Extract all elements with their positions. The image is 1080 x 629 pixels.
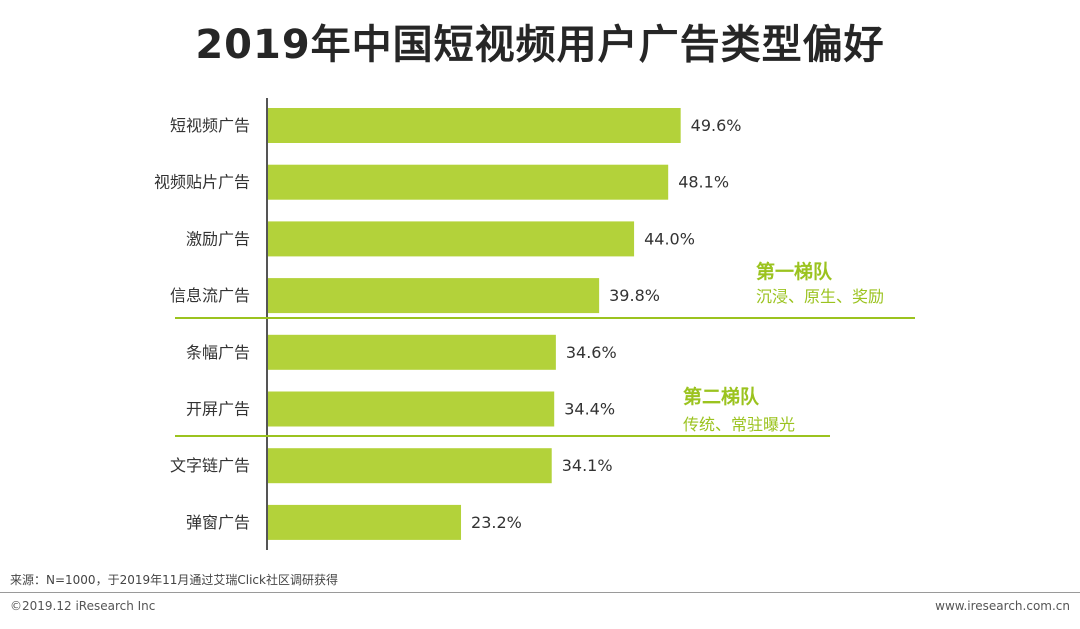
- bar-3: [268, 278, 600, 314]
- copyright-text: ©2019.12 iResearch Inc: [10, 599, 156, 613]
- bar-5: [268, 391, 555, 427]
- tier-1-title: 第一梯队: [756, 261, 833, 283]
- data-label-5: 34.4%: [564, 400, 615, 419]
- source-note: 来源：N=1000，于2019年11月通过艾瑞Click社区调研获得: [10, 573, 338, 587]
- data-label-6: 34.1%: [562, 456, 613, 475]
- footer-divider: [0, 592, 1080, 593]
- category-label-7: 弹窗广告: [186, 513, 250, 532]
- data-label-0: 49.6%: [691, 116, 742, 135]
- data-label-2: 44.0%: [644, 229, 695, 248]
- category-label-3: 信息流广告: [170, 286, 250, 305]
- bar-1: [268, 164, 669, 200]
- tier-1-description: 沉浸、原生、奖励: [756, 287, 885, 306]
- category-label-0: 短视频广告: [170, 116, 250, 135]
- data-label-4: 34.6%: [566, 343, 617, 362]
- data-label-3: 39.8%: [609, 286, 660, 305]
- bar-6: [268, 448, 552, 484]
- category-label-5: 开屏广告: [186, 400, 250, 419]
- data-label-7: 23.2%: [471, 513, 522, 532]
- bar-2: [268, 221, 635, 257]
- data-label-1: 48.1%: [678, 173, 729, 192]
- tier-2-title: 第二梯队: [683, 386, 760, 408]
- category-label-2: 激励广告: [186, 229, 250, 248]
- bars-layer: 短视频广告 49.6% 视频贴片广告 48.1% 激励广告 44.0% 信息流广告 39.8%…: [154, 108, 742, 540]
- bar-4: [268, 334, 556, 370]
- bar-0: [268, 108, 681, 143]
- chart-title: 2019年中国短视频用户广告类型偏好: [195, 22, 885, 68]
- category-label-1: 视频贴片广告: [154, 173, 250, 192]
- category-label-6: 文字链广告: [170, 456, 250, 475]
- website-link[interactable]: www.iresearch.com.cn: [935, 599, 1070, 613]
- category-label-4: 条幅广告: [186, 343, 250, 362]
- bar-7: [268, 504, 462, 540]
- tier-2-description: 传统、常驻曝光: [683, 415, 796, 434]
